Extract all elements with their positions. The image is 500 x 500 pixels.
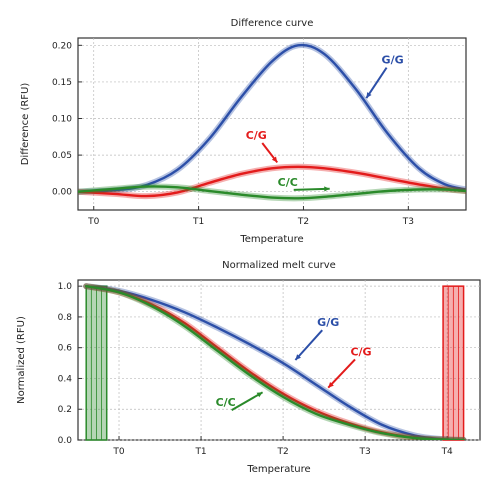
series-cc-line	[78, 185, 466, 200]
y-tick-label: 0.2	[58, 405, 72, 415]
y-tick-label: 0.6	[58, 344, 73, 354]
annotation-label: C/G	[350, 345, 371, 358]
shaded-region-1	[85, 285, 108, 441]
y-axis-label: Difference (RFU)	[20, 83, 31, 166]
series-gg-line	[85, 285, 465, 440]
annotation-arrow-head	[366, 92, 372, 99]
series-gg-line	[78, 43, 466, 193]
y-tick-label: 0.05	[52, 151, 72, 161]
annotation-label: C/G	[246, 129, 267, 142]
y-tick-label: 0.8	[58, 313, 73, 323]
x-tick-label: T1	[194, 447, 206, 457]
chart-panel-2: 0.0 0.2 0.4 0.6 0.8 1.0 T0 T1 T2 T3 T4 Normalized m…	[16, 260, 481, 475]
annotation-arrow-head	[295, 354, 301, 360]
annotation-cg: C/G	[246, 129, 279, 164]
series-group	[78, 42, 466, 202]
chart-panel-1: 0.00 0.05 0.10 0.15 0.20 T0 T1 T2 T3 Difference c…	[20, 18, 467, 245]
annotation-arrow-shaft	[327, 358, 356, 389]
series-group	[83, 283, 467, 440]
y-axis-label: Normalized (RFU)	[16, 316, 27, 404]
y-tick-label: 0.0	[58, 436, 73, 446]
y-tick-label: 0.15	[52, 78, 72, 88]
x-tick-label: T3	[402, 217, 414, 227]
x-tick-label: T2	[276, 447, 288, 457]
annotation-arrow-shaft	[294, 329, 323, 361]
annotation-arrow-head	[256, 392, 263, 398]
y-tick-label: 0.10	[52, 115, 72, 125]
x-tick-label: T0	[112, 447, 124, 457]
annotation-cc: C/C	[278, 176, 330, 192]
series-cc-line	[85, 285, 465, 440]
x-axis-label: Temperature	[246, 464, 310, 475]
shaded-region-2	[442, 285, 465, 441]
annotation-arrow-shaft	[293, 187, 330, 191]
chart-title: Difference curve	[231, 18, 314, 29]
chart-title: Normalized melt curve	[222, 260, 336, 271]
annotation-gg: G/G	[365, 54, 404, 99]
annotation-arrow-shaft	[365, 67, 388, 99]
annotation-label: C/C	[216, 396, 236, 409]
x-tick-label: T4	[441, 447, 453, 457]
annotation-gg: G/G	[294, 316, 339, 361]
annotation-label: G/G	[317, 316, 339, 329]
x-tick-label: T3	[359, 447, 371, 457]
annotation-cc: C/C	[216, 391, 264, 412]
series-cg-line	[78, 165, 466, 198]
annotation-arrow-shaft	[231, 391, 264, 412]
x-tick-label: T2	[297, 217, 309, 227]
annotation-arrow-head	[271, 156, 278, 163]
annotation-arrow-head	[324, 186, 330, 192]
annotation-cg: C/G	[327, 345, 372, 389]
annotation-arrow-head	[328, 381, 334, 388]
annotation-label: G/G	[382, 54, 404, 67]
y-tick-label: 0.4	[58, 374, 73, 384]
y-tick-label: 1.0	[58, 282, 73, 292]
x-tick-label: T0	[87, 217, 99, 227]
y-tick-label: 0.20	[52, 41, 72, 51]
y-tick-label: 0.00	[52, 188, 72, 198]
x-axis-label: Temperature	[239, 234, 303, 245]
annotation-label: C/C	[278, 176, 298, 189]
x-tick-label: T1	[192, 217, 204, 227]
